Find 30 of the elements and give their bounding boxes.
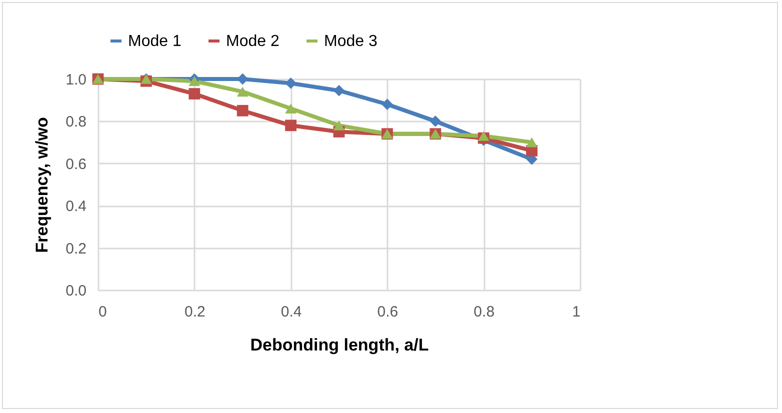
x-tick-label: 0.2 (184, 304, 206, 320)
point (382, 98, 393, 110)
point (430, 116, 442, 127)
point (526, 137, 538, 148)
y-tick-label: 0.8 (66, 114, 86, 131)
point (333, 120, 345, 130)
point (333, 84, 345, 96)
point (188, 76, 200, 86)
x-tick-label: 0.6 (377, 304, 398, 320)
point (285, 104, 296, 114)
point (236, 104, 248, 116)
point (236, 86, 248, 97)
point (478, 131, 490, 141)
point (188, 88, 200, 100)
y-tick-label: 0.0 (66, 282, 86, 300)
x-tick-label: 1 (572, 304, 580, 320)
y-axis-title: Frequency, w/wo (32, 117, 52, 253)
legend-label: Mode 3 (324, 33, 378, 50)
x-axis-title: Debonding length, a/L (250, 336, 429, 354)
point (285, 120, 296, 132)
point (285, 78, 296, 89)
y-tick-label: 0.4 (66, 198, 86, 216)
x-tick-label: 0 (98, 304, 107, 320)
y-tick-label: 1.0 (66, 72, 86, 88)
legend-label: Mode 2 (226, 33, 280, 50)
x-tick-label: 0.4 (280, 304, 302, 320)
y-tick-label: 0.2 (66, 240, 86, 258)
x-tick-label: 0.8 (474, 304, 495, 320)
legend-label: Mode 1 (128, 33, 182, 50)
y-tick-label: 0.6 (66, 156, 86, 173)
